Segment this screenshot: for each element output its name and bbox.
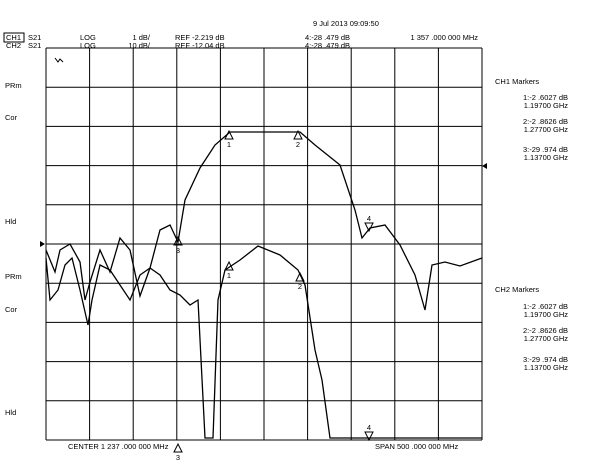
ref-pointer-left bbox=[40, 241, 45, 247]
marker-readout: 4:-28 .479 dB bbox=[305, 33, 350, 42]
parameter: S21 bbox=[28, 41, 41, 50]
marker-number: 4 bbox=[367, 423, 371, 432]
reference: REF -2.219 dB bbox=[175, 33, 225, 42]
marker-triangle bbox=[173, 442, 183, 453]
marker-value: 2:-2 .8626 dB bbox=[523, 117, 568, 126]
grid bbox=[45, 47, 483, 441]
format: LOG bbox=[80, 41, 96, 50]
channel-label: CH2 bbox=[6, 41, 21, 50]
center-frequency: CENTER 1 237 .000 000 MHz bbox=[68, 442, 169, 451]
marker-value: 2:-2 .8626 dB bbox=[523, 326, 568, 335]
marker-number: 3 bbox=[176, 453, 180, 462]
active-channel-box bbox=[3, 32, 25, 43]
ch1-trace bbox=[45, 131, 483, 311]
scale: 1 dB/ bbox=[132, 33, 150, 42]
marker-value: 3:-29 .974 dB bbox=[523, 355, 568, 364]
marker-triangle bbox=[224, 129, 234, 140]
marker-number: 2 bbox=[296, 140, 300, 149]
marker-frequency: 1.27700 GHz bbox=[524, 125, 568, 134]
marker-frequency: 1 357 .000 000 MHz bbox=[410, 33, 478, 42]
marker-number: 1 bbox=[227, 140, 231, 149]
marker-triangle bbox=[364, 431, 374, 442]
markers-title: CH2 Markers bbox=[495, 285, 539, 294]
ch2-trace bbox=[45, 245, 482, 439]
marker-number: 3 bbox=[176, 246, 180, 255]
parameter: S21 bbox=[28, 33, 41, 42]
marker-triangle bbox=[295, 271, 305, 282]
marker-readout: 4:-28 .479 dB bbox=[305, 41, 350, 50]
marker-frequency: 1.13700 GHz bbox=[524, 363, 568, 372]
marker-triangle bbox=[293, 129, 303, 140]
marker-number: 2 bbox=[298, 282, 302, 291]
status-label: Hld bbox=[5, 408, 16, 417]
format: LOG bbox=[80, 33, 96, 42]
ref-pointer-right bbox=[482, 163, 487, 169]
marker-frequency: 1.27700 GHz bbox=[524, 334, 568, 343]
status-label: Hld bbox=[5, 217, 16, 226]
timestamp: 9 Jul 2013 09:09:50 bbox=[313, 19, 379, 28]
markers-title: CH1 Markers bbox=[495, 77, 539, 86]
scale: 10 dB/ bbox=[128, 41, 151, 50]
reference: REF -12.04 dB bbox=[175, 41, 225, 50]
marker-value: 3:-29 .974 dB bbox=[523, 145, 568, 154]
marker-frequency: 1.19700 GHz bbox=[524, 310, 568, 319]
marker-number: 1 bbox=[227, 271, 231, 280]
marker-number: 4 bbox=[367, 214, 371, 223]
marker-frequency: 1.19700 GHz bbox=[524, 101, 568, 110]
marker-value: 1:-2 .6027 dB bbox=[523, 302, 568, 311]
marker-triangle bbox=[173, 235, 183, 246]
status-label: PRm bbox=[5, 272, 22, 281]
marker-triangle bbox=[224, 260, 234, 271]
marker-triangle bbox=[364, 222, 374, 233]
span: SPAN 500 .000 000 MHz bbox=[375, 442, 458, 451]
status-label: Cor bbox=[5, 305, 18, 314]
channel-label: CH1 bbox=[6, 33, 21, 42]
marker-value: 1:-2 .6027 dB bbox=[523, 93, 568, 102]
marker-frequency: 1.13700 GHz bbox=[524, 153, 568, 162]
status-label: Cor bbox=[5, 113, 18, 122]
trace-icon bbox=[54, 57, 64, 63]
status-label: PRm bbox=[5, 81, 22, 90]
